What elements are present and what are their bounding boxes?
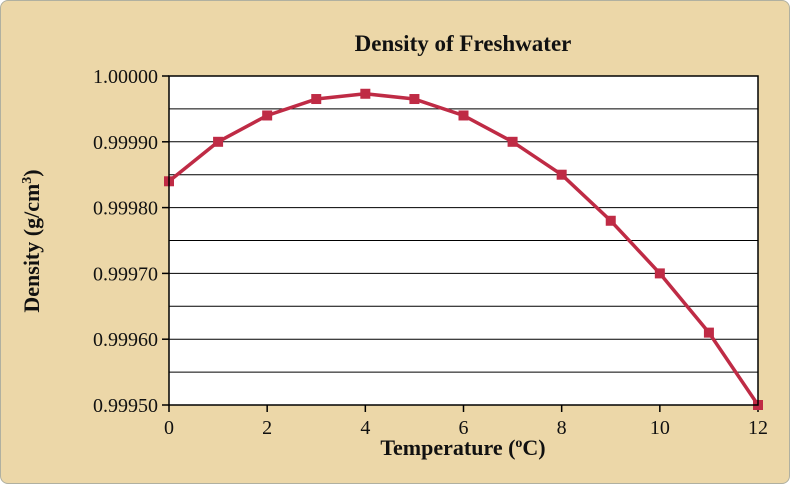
x-axis-ticks: 0 2 4 6 8 10 12 (164, 405, 768, 439)
data-point-marker (311, 94, 322, 105)
x-tick-label: 10 (650, 417, 670, 439)
x-axis-label-superscript: o (515, 436, 522, 451)
y-tick-label: 0.99950 (93, 395, 158, 417)
data-point-marker (507, 136, 518, 147)
data-point-marker (556, 169, 567, 180)
data-point-marker (458, 110, 469, 121)
y-axis-label: Density (g/cm3) (19, 169, 44, 312)
x-tick-label: 2 (262, 417, 272, 439)
data-point-marker (360, 88, 371, 99)
y-axis-label-part: ) (19, 169, 44, 176)
plot-border (168, 75, 759, 406)
data-point-marker (213, 136, 224, 147)
data-point-marker (703, 327, 714, 338)
x-axis-label-part: Temperature ( (380, 435, 515, 460)
y-tick-label: 1.00000 (93, 66, 158, 88)
y-axis-label-part: Density (g/cm (19, 184, 44, 313)
x-tick-label: 4 (360, 417, 370, 439)
x-tick-label: 12 (748, 417, 768, 439)
y-tick-label: 0.99970 (93, 263, 158, 285)
x-axis-label: Temperature (oC) (380, 435, 545, 460)
chart-title: Density of Freshwater (355, 31, 572, 56)
data-point-marker (605, 215, 616, 226)
y-tick-label: 0.99990 (93, 132, 158, 154)
y-tick-label: 0.99960 (93, 329, 158, 351)
y-axis-ticks: 1.00000 0.99990 0.99980 0.99970 0.99960 0.999… (93, 66, 169, 417)
x-tick-label: 0 (164, 417, 174, 439)
data-point-marker (262, 110, 273, 121)
y-axis-label-superscript: 3 (20, 177, 35, 184)
x-axis-label-part: C) (522, 435, 545, 460)
x-tick-label: 8 (557, 417, 567, 439)
data-point-marker (409, 94, 420, 105)
data-point-marker (654, 268, 665, 279)
x-tick-label: 6 (459, 417, 469, 439)
y-tick-label: 0.99980 (93, 198, 158, 220)
